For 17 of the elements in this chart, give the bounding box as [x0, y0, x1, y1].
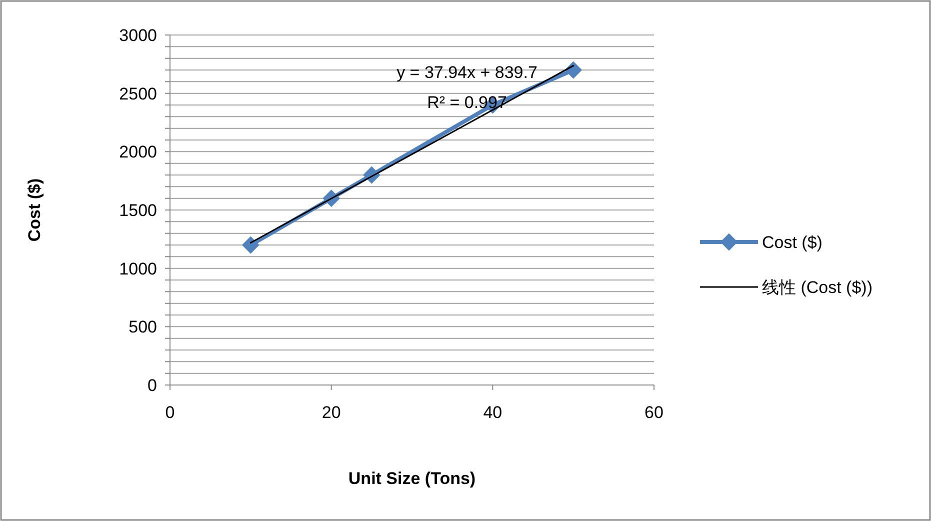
point	[242, 236, 260, 254]
y-tick-label: 3000	[119, 26, 157, 45]
y-tick-label: 500	[128, 318, 157, 337]
legend-label: 线性 (Cost ($))	[762, 278, 872, 297]
x-tick-label: 60	[644, 403, 664, 422]
annotation: y = 37.94x + 839.7	[396, 63, 538, 82]
y-axis-title: Cost ($)	[25, 178, 44, 242]
x-tick-label: 0	[165, 403, 175, 422]
y-tick-label: 0	[148, 376, 157, 395]
y-tick-label: 1500	[119, 201, 157, 220]
y-tick-label: 2000	[119, 142, 157, 162]
x-axis-title: Unit Size (Tons)	[348, 469, 476, 488]
y-tick-label: 2500	[119, 84, 157, 104]
y-tick-label: 1000	[119, 259, 157, 278]
x-tick-label: 20	[322, 403, 341, 422]
legend-label: Cost ($)	[762, 233, 822, 252]
x-tick-label: 40	[483, 403, 502, 422]
